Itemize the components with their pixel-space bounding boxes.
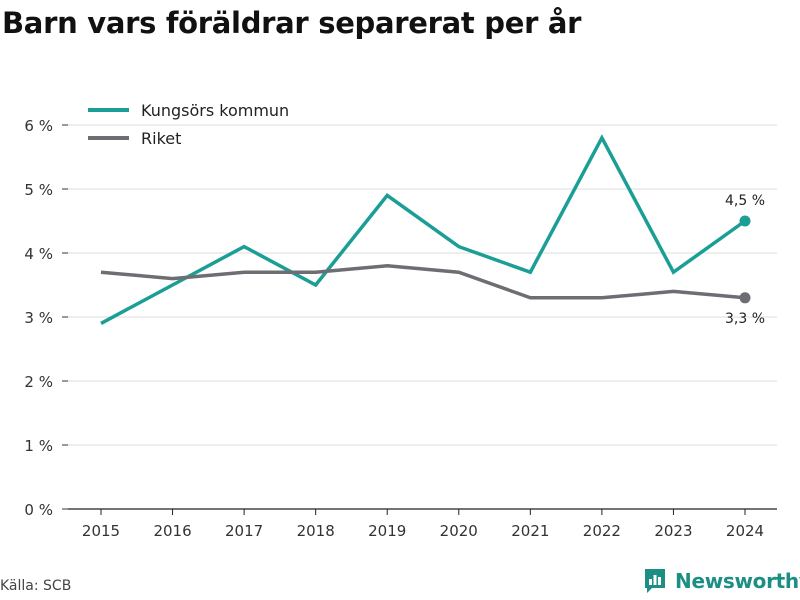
y-tick-label: 0 %	[24, 501, 53, 519]
y-tick-label: 3 %	[24, 309, 53, 327]
x-tick-label: 2016	[153, 522, 191, 540]
end-point-marker	[739, 292, 751, 304]
newsworthy-logo-icon	[645, 569, 665, 593]
legend: Kungsörs kommun Riket	[88, 101, 289, 148]
y-tick-label: 5 %	[24, 181, 53, 199]
x-tick-label: 2015	[82, 522, 120, 540]
legend-label: Riket	[141, 129, 181, 148]
x-tick-label: 2020	[440, 522, 478, 540]
x-tick-label: 2022	[583, 522, 621, 540]
y-tick-label: 1 %	[24, 437, 53, 455]
x-tick-label: 2018	[297, 522, 335, 540]
series-line-kungsor	[100, 134, 747, 325]
series-line-riket	[100, 264, 746, 300]
x-tick-label: 2017	[225, 522, 263, 540]
y-tick-label: 2 %	[24, 373, 53, 391]
chart-title: Barn vars föräldrar separerat per år	[2, 6, 582, 40]
x-tick-label: 2019	[368, 522, 406, 540]
source-note: Källa: SCB	[0, 578, 72, 594]
brand-name: Newsworthy	[675, 569, 800, 593]
brand-logo: Newsworthy	[643, 568, 800, 594]
gridlines	[68, 124, 777, 446]
x-tick-label: 2024	[726, 522, 764, 540]
end-point-marker	[739, 215, 751, 227]
x-tick-label: 2023	[654, 522, 692, 540]
end-value-label: 3,3 %	[725, 311, 765, 327]
legend-label: Kungsörs kommun	[141, 101, 289, 120]
series: 4,5 % 3,3 %	[100, 134, 765, 327]
y-tick-label: 6 %	[24, 117, 53, 135]
end-value-label: 4,5 %	[725, 193, 765, 209]
axes: 0 % 1 % 2 % 3 % 4 % 5 % 6 % 2015 2016 2017 2018 201…	[24, 117, 777, 540]
y-tick-label: 4 %	[24, 245, 53, 263]
x-tick-label: 2021	[511, 522, 549, 540]
